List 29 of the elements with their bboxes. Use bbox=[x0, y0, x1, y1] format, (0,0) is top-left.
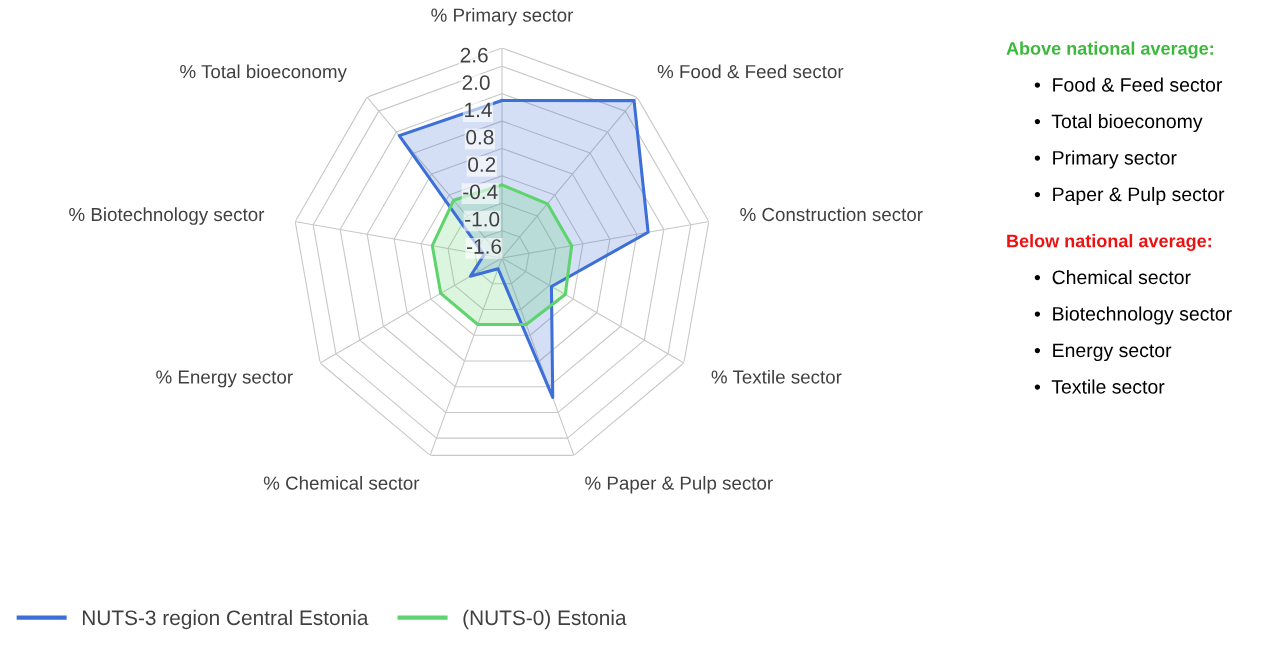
y-tick-label: -1.0 bbox=[465, 211, 500, 227]
y-tick-label: 0.8 bbox=[466, 129, 494, 145]
text: • Textile sector bbox=[1034, 379, 1165, 394]
y-tick-label: -0.4 bbox=[463, 184, 498, 200]
spoke-label: % Construction sector bbox=[740, 207, 923, 222]
text: • Paper & Pulp sector bbox=[1034, 186, 1225, 206]
legend-label: (NUTS-0) Estonia bbox=[463, 609, 627, 630]
text: • Energy sector bbox=[1034, 343, 1172, 362]
spoke-label: % Chemical sector bbox=[263, 475, 420, 490]
text: Below national average: bbox=[1007, 234, 1211, 251]
text: Above national average: bbox=[1006, 41, 1213, 59]
text: • Biotechnology sector bbox=[1034, 306, 1232, 325]
spoke-label: % Primary sector bbox=[431, 8, 574, 26]
y-tick-label: 2.0 bbox=[462, 75, 490, 90]
text: • Total bioeconomy bbox=[1034, 113, 1203, 133]
spoke-label: % Paper & Pulp sector bbox=[585, 475, 773, 494]
spoke-label: % Biotechnology sector bbox=[69, 207, 265, 225]
spoke-label: % Food & Feed sector bbox=[657, 64, 844, 79]
y-tick-label: 0.2 bbox=[468, 157, 496, 172]
spoke-label: % Energy sector bbox=[156, 370, 293, 388]
y-tick-label: 2.6 bbox=[460, 47, 488, 63]
y-tick-label: -1.6 bbox=[467, 239, 502, 254]
legend-label: NUTS-3 region Central Estonia bbox=[82, 609, 369, 630]
text: • Primary sector bbox=[1034, 150, 1177, 169]
spoke-label: % Textile sector bbox=[711, 369, 842, 384]
y-tick-label: 1.4 bbox=[465, 102, 492, 118]
spoke-label: % Total bioeconomy bbox=[180, 64, 347, 82]
text: • Food & Feed sector bbox=[1034, 77, 1223, 92]
text: • Chemical sector bbox=[1034, 269, 1191, 285]
